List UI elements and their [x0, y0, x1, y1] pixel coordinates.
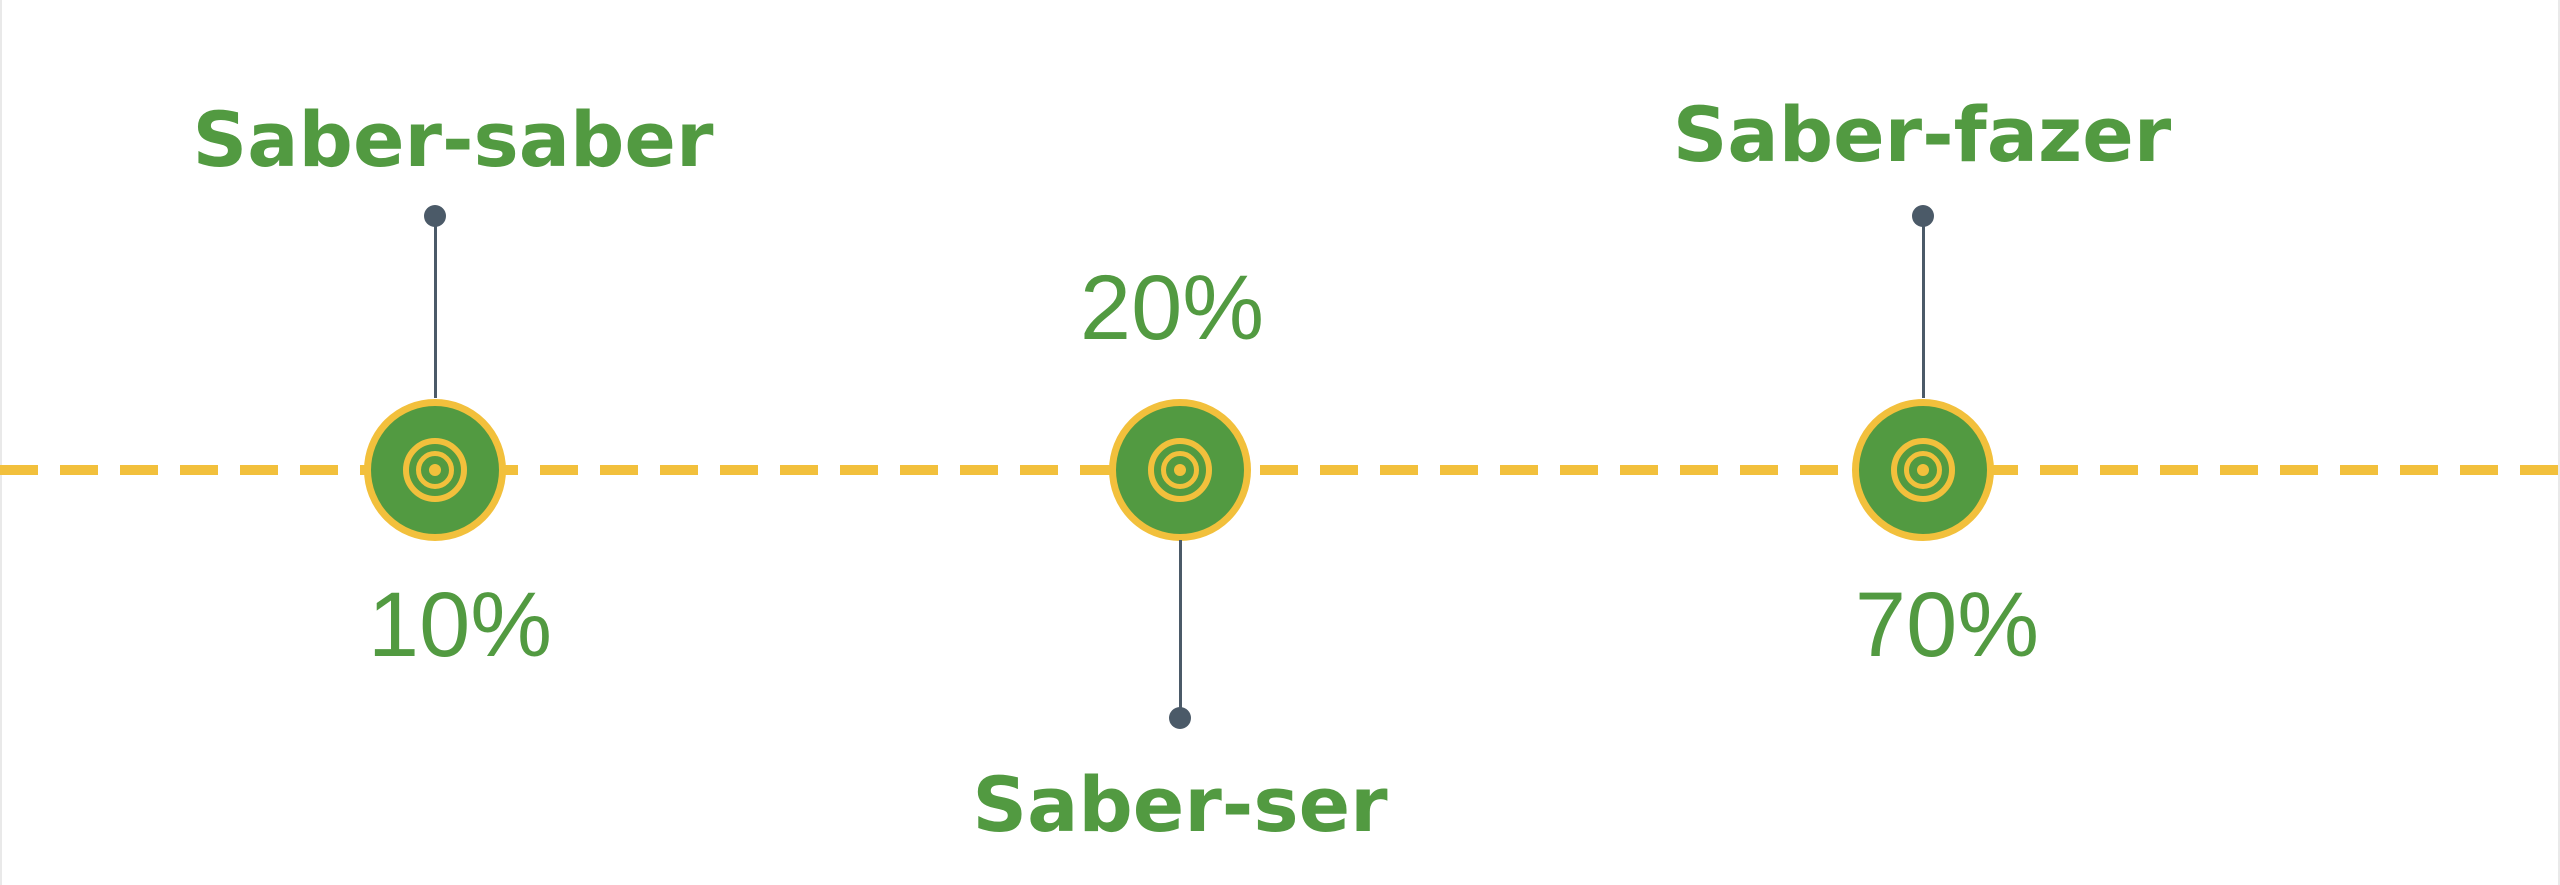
right-border	[2558, 0, 2560, 885]
concentric-target-icon	[1148, 438, 1212, 502]
milestone-marker-saber-fazer	[1852, 399, 1994, 541]
concentric-target-icon	[403, 438, 467, 502]
milestone-title-saber-saber: Saber-saber	[192, 95, 714, 184]
target-core	[1174, 464, 1186, 476]
target-core	[1917, 464, 1929, 476]
milestone-percent-saber-fazer: 70%	[1854, 574, 2040, 676]
connector-line	[434, 216, 437, 398]
target-inner-ring	[416, 451, 454, 489]
target-inner-ring	[1904, 451, 1942, 489]
milestone-title-saber-fazer: Saber-fazer	[1672, 90, 2172, 179]
milestone-percent-saber-saber: 10%	[367, 574, 553, 676]
connector-line	[1922, 216, 1925, 398]
milestone-title-saber-ser: Saber-ser	[972, 760, 1388, 849]
connector-end-dot-icon	[1169, 707, 1191, 729]
milestone-percent-saber-ser: 20%	[1079, 257, 1265, 359]
target-inner-ring	[1161, 451, 1199, 489]
concentric-target-icon	[1891, 438, 1955, 502]
left-border	[0, 0, 2, 885]
milestone-marker-saber-saber	[364, 399, 506, 541]
dashed-timeline	[0, 465, 2560, 475]
target-core	[429, 464, 441, 476]
connector-line	[1179, 540, 1182, 718]
milestone-marker-saber-ser	[1109, 399, 1251, 541]
